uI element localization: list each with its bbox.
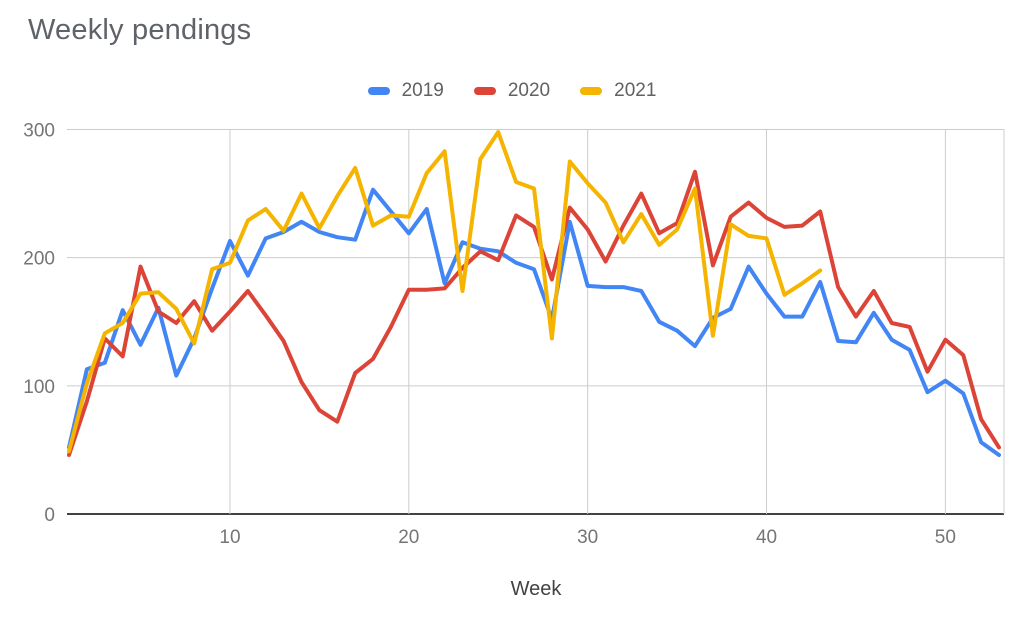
legend: 2019 2020 2021 (0, 80, 1024, 102)
y-tick-label-200: 200 (23, 249, 55, 270)
x-tick-label-20: 20 (398, 527, 419, 548)
legend-swatch-2020 (473, 87, 496, 95)
x-axis-title: Week (510, 578, 562, 600)
legend-swatch-2021 (580, 87, 603, 95)
y-tick-label-0: 0 (44, 505, 55, 526)
series-line-2021[interactable] (67, 130, 823, 454)
x-tick-label-30: 30 (577, 527, 598, 548)
legend-item-2019[interactable]: 2019 (367, 80, 444, 102)
x-tick-label-10: 10 (219, 527, 240, 548)
legend-label-2020: 2020 (507, 80, 551, 101)
legend-item-2021[interactable]: 2021 (580, 80, 656, 102)
x-tick-label-40: 40 (756, 527, 777, 548)
x-tick-label-50: 50 (935, 527, 956, 548)
chart-title: Weekly pendings (28, 14, 252, 46)
legend-label-2021: 2021 (614, 80, 657, 101)
y-tick-label-300: 300 (23, 121, 55, 142)
legend-label-2019: 2019 (401, 80, 444, 101)
legend-item-2020[interactable]: 2020 (473, 80, 551, 102)
series-line-2020[interactable] (67, 169, 1001, 457)
y-tick-label-100: 100 (23, 377, 55, 398)
series-line-2019[interactable] (67, 187, 1001, 457)
legend-swatch-2019 (367, 87, 390, 95)
